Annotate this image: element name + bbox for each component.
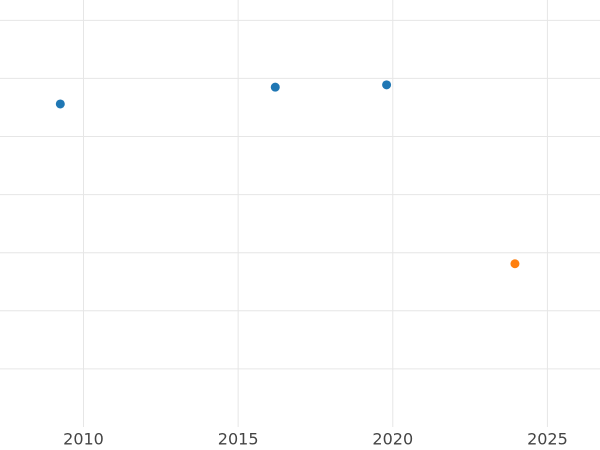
point (270, 82, 280, 92)
point (382, 80, 392, 90)
point (510, 259, 520, 269)
x-tick-label: 2015 (218, 430, 259, 449)
x-tick-label: 2010 (63, 430, 104, 449)
x-tick-label: 2025 (527, 430, 568, 449)
x-tick-label: 2020 (372, 430, 413, 449)
point (55, 99, 65, 109)
